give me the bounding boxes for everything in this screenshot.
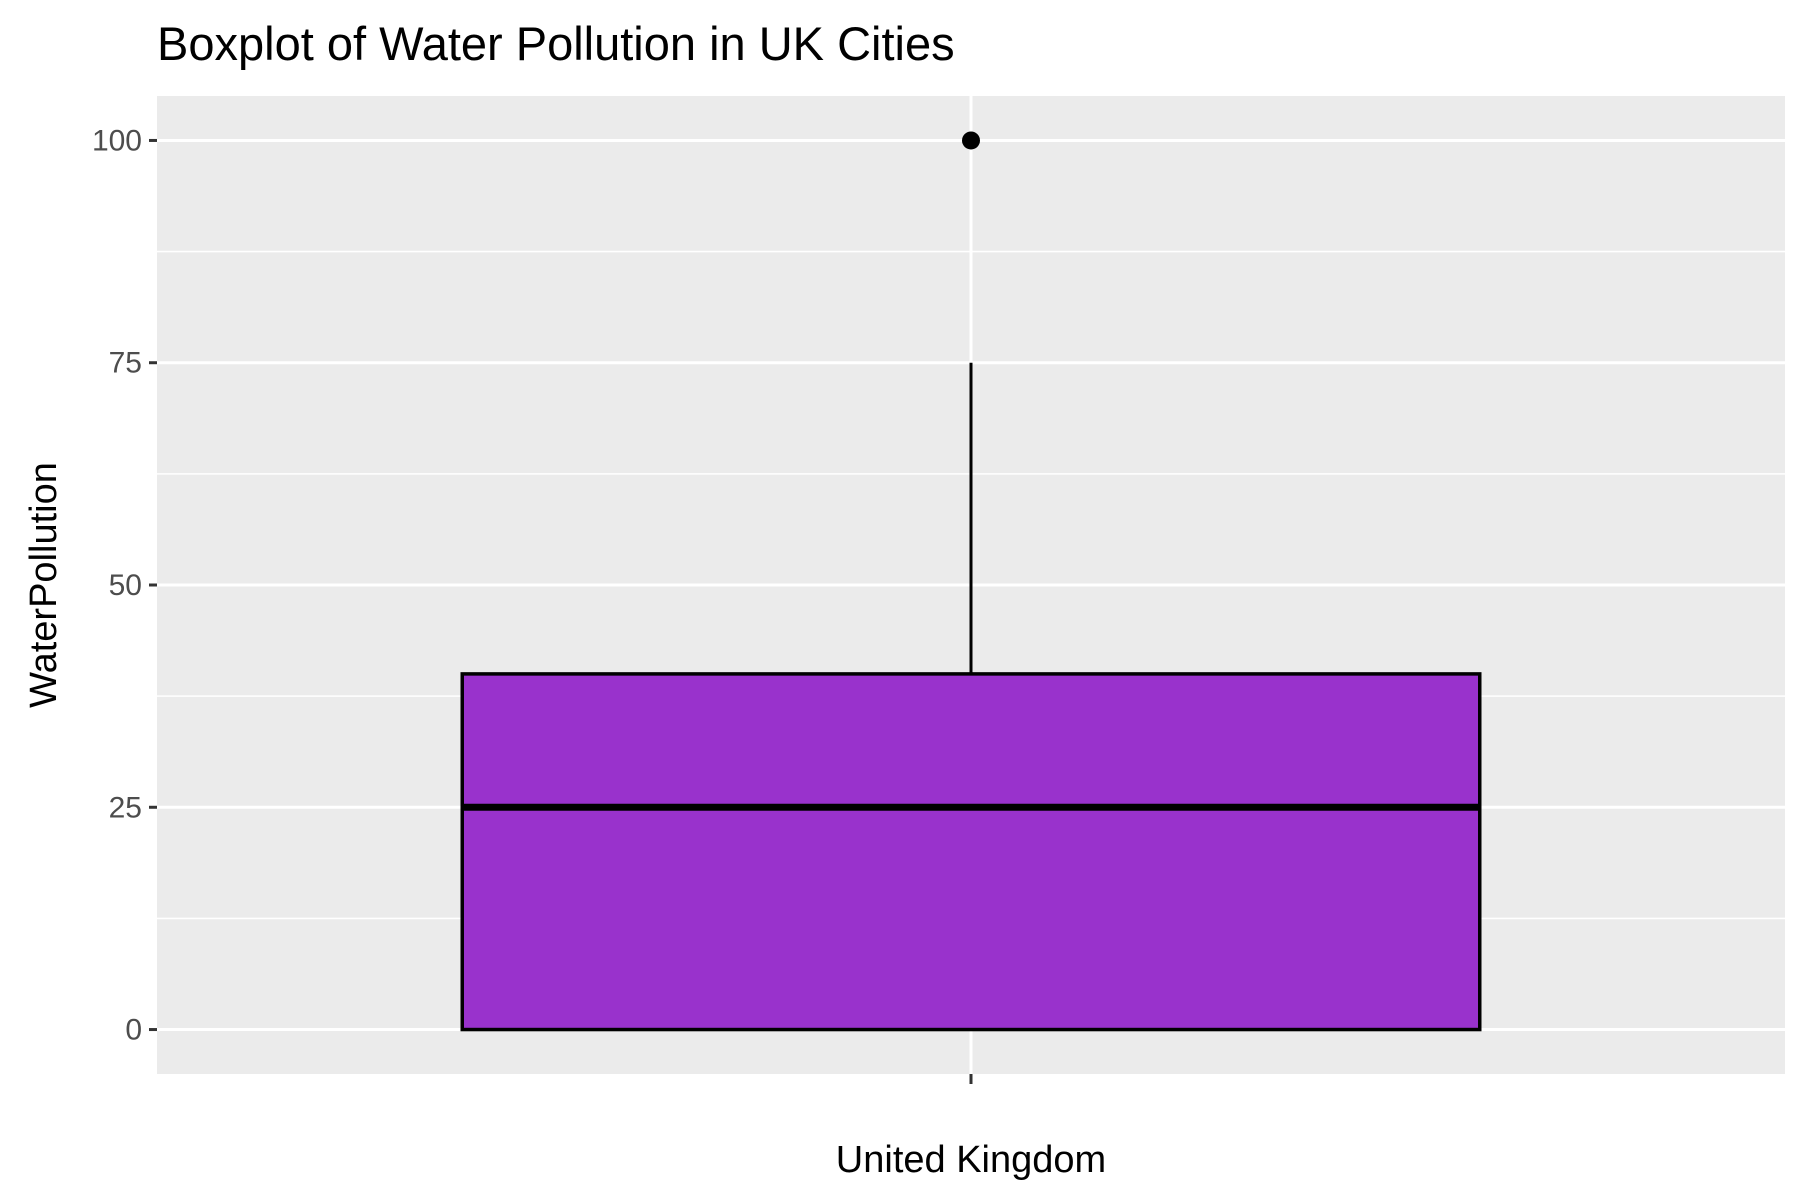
y-tick-label: 100: [92, 124, 142, 157]
outlier-point: [962, 131, 980, 150]
x-tick-label: United Kingdom: [836, 1139, 1106, 1181]
x-axis: United Kingdom: [836, 1074, 1106, 1181]
boxes-layer: [460, 131, 1482, 1032]
y-axis-title: WaterPollution: [23, 462, 65, 708]
y-tick-label: 50: [109, 569, 142, 602]
box-iqr: [460, 672, 1482, 1032]
y-tick-label: 25: [109, 791, 142, 824]
y-tick-label: 75: [109, 347, 142, 380]
box-group: [460, 131, 1482, 1032]
chart-title: Boxplot of Water Pollution in UK Cities: [157, 17, 955, 70]
y-axis: 0 25 50 75 100: [92, 124, 157, 1047]
y-tick-label: 0: [125, 1014, 142, 1047]
